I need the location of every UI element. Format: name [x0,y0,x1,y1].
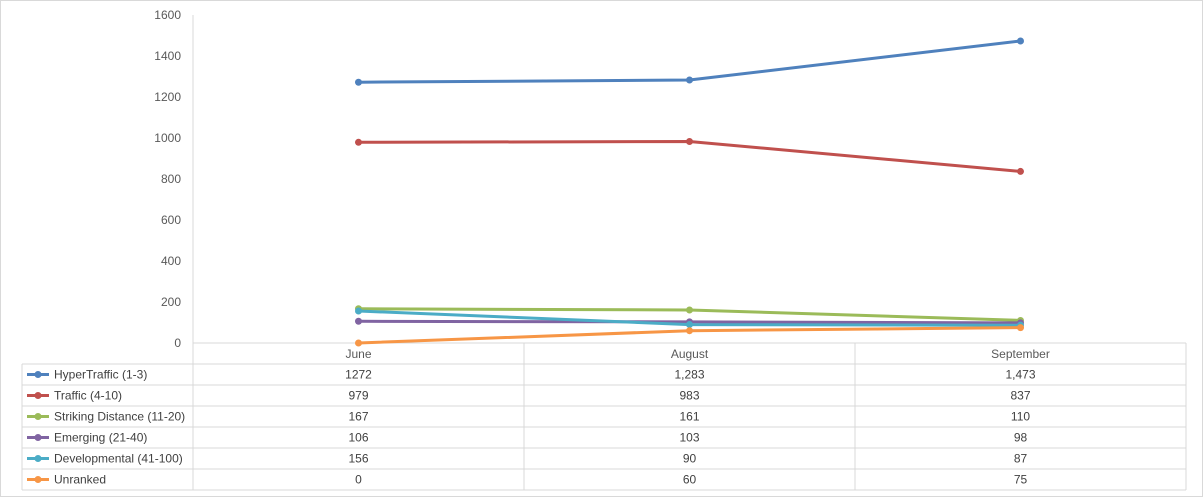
data-point [686,327,693,335]
table-cell-value: 1,473 [1005,368,1035,382]
table-cell-value: 1,283 [674,368,704,382]
table-cell-value: 87 [1014,452,1028,466]
table-cell-value: 983 [679,389,699,403]
y-tick-label: 800 [161,172,181,186]
legend-label: HyperTraffic (1-3) [54,368,147,382]
table-cell-value: 1272 [345,368,372,382]
legend-key-marker [34,476,42,483]
table-cell-value: 106 [348,431,368,445]
table-cell-value: 156 [348,452,368,466]
category-label: September [991,347,1050,361]
data-point [1017,37,1024,45]
legend-label: Unranked [54,473,106,487]
data-point [355,307,362,315]
data-point [355,317,362,325]
legend-key-marker [34,434,42,441]
y-tick-label: 1000 [154,131,181,145]
data-point [686,321,693,329]
legend-label: Emerging (21-40) [54,431,147,445]
legend-label: Striking Distance (11-20) [54,410,185,424]
y-tick-label: 200 [161,295,181,309]
table-cell-value: 98 [1014,431,1028,445]
y-tick-label: 1400 [154,49,181,63]
legend-key-marker [34,392,42,399]
table-cell-value: 110 [1011,410,1030,424]
table-cell-value: 979 [348,389,368,403]
category-label: June [345,347,371,361]
data-point [686,137,693,145]
y-tick-label: 0 [174,336,181,350]
y-tick-label: 1600 [154,8,181,22]
data-point [1017,167,1024,175]
table-cell-value: 161 [679,410,699,424]
data-point [355,138,362,146]
legend-label: Developmental (41-100) [54,452,183,466]
series-line [357,140,1022,173]
series-line [357,39,1022,84]
legend-key-marker [34,455,42,462]
table-cell-value: 90 [683,452,697,466]
table-cell-value: 837 [1010,389,1030,403]
table-cell-value: 0 [355,473,362,487]
data-point [686,76,693,84]
y-tick-label: 600 [161,213,181,227]
category-label: August [671,347,709,361]
legend-key-marker [34,413,42,420]
y-tick-label: 400 [161,254,181,268]
data-point [355,78,362,86]
table-cell-value: 167 [348,410,368,424]
table-cell-value: 103 [679,431,699,445]
data-point [686,306,693,314]
table-cell-value: 60 [683,473,697,487]
data-point [1017,324,1024,332]
legend-key-marker [34,371,42,378]
legend-label: Traffic (4-10) [54,389,122,403]
table-cell-value: 75 [1014,473,1028,487]
y-tick-label: 1200 [154,90,181,104]
data-point [355,339,362,347]
